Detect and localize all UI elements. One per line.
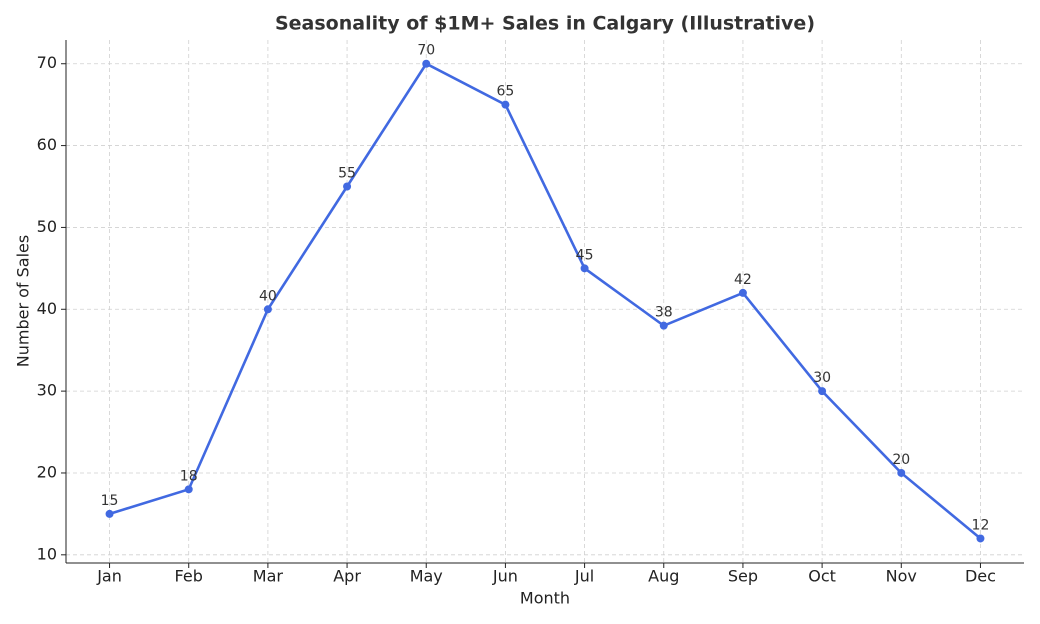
data-label: 42: [734, 272, 752, 288]
data-label: 20: [892, 452, 910, 468]
data-label: 45: [576, 247, 594, 263]
x-tick-label: May: [410, 567, 443, 586]
marker: [184, 485, 193, 494]
marker: [738, 288, 747, 297]
marker: [105, 509, 114, 518]
x-tick-label: Oct: [808, 567, 836, 586]
data-label: 15: [101, 493, 119, 509]
y-tick-label: 60: [37, 135, 57, 154]
x-axis-label: Month: [520, 589, 570, 608]
marker: [897, 468, 906, 477]
y-tick-label: 40: [37, 299, 57, 318]
data-label: 30: [813, 370, 831, 386]
data-label: 18: [180, 468, 198, 484]
x-tick-label: Aug: [648, 567, 679, 586]
data-label: 40: [259, 288, 277, 304]
marker: [343, 182, 352, 191]
x-tick-label: Apr: [333, 567, 361, 586]
chart-title: Seasonality of $1M+ Sales in Calgary (Il…: [275, 13, 815, 35]
y-tick-label: 50: [37, 217, 57, 236]
y-tick-label: 70: [37, 53, 57, 72]
x-tick-label: Jul: [574, 567, 594, 586]
x-tick-label: Sep: [728, 567, 758, 586]
x-tick-label: Jan: [96, 567, 122, 586]
data-label: 55: [338, 166, 356, 182]
x-tick-label: Nov: [886, 567, 917, 586]
y-tick-label: 10: [37, 544, 57, 563]
data-label: 12: [972, 517, 990, 533]
marker: [422, 59, 431, 68]
marker: [976, 534, 985, 543]
marker: [501, 100, 510, 109]
data-label: 70: [417, 43, 435, 59]
marker: [659, 321, 668, 330]
y-tick-label: 30: [37, 381, 57, 400]
marker: [818, 387, 827, 396]
x-tick-label: Feb: [175, 567, 203, 586]
x-tick-label: Jun: [492, 567, 518, 586]
y-tick-label: 20: [37, 462, 57, 481]
marker: [580, 264, 589, 273]
line: [109, 62, 982, 540]
x-tick-label: Dec: [965, 567, 996, 586]
y-axis-label: Number of Sales: [14, 235, 33, 367]
x-tick-label: Mar: [253, 567, 284, 586]
data-label: 65: [496, 84, 514, 100]
data-label: 38: [655, 305, 673, 321]
marker: [263, 305, 272, 314]
